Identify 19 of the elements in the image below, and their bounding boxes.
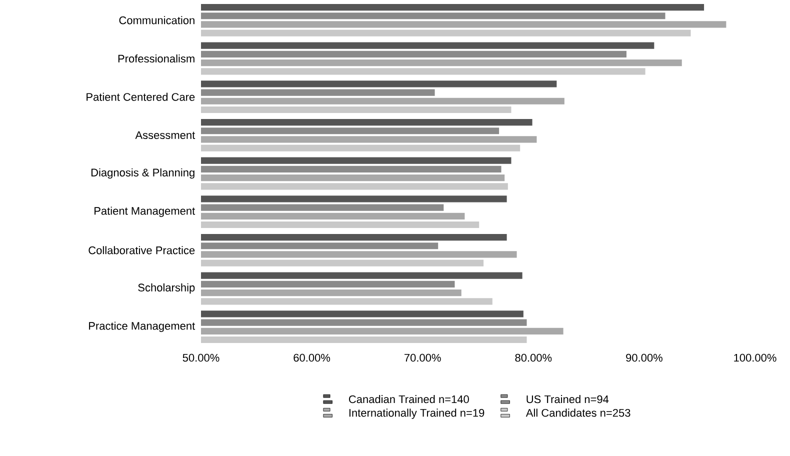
x-tick-label: 80.00% bbox=[515, 354, 552, 362]
y-tick-label: Patient Centered Care bbox=[86, 92, 195, 101]
y-tick-label: Collaborative Practice bbox=[88, 246, 195, 254]
y-tick-label: Assessment bbox=[135, 131, 196, 140]
y-tick-label: Patient Management bbox=[94, 206, 196, 217]
y-tick-label: Communication bbox=[119, 16, 194, 24]
legend-label: Canadian Trained n=140 bbox=[348, 395, 469, 404]
y-tick-label: Scholarship bbox=[138, 283, 195, 294]
x-tick-label: 70.00% bbox=[404, 354, 441, 362]
x-tick-label: 60.00% bbox=[294, 354, 330, 362]
y-tick-label: Diagnosis & Planning bbox=[91, 168, 194, 179]
x-tick-label: 90.00% bbox=[626, 354, 662, 362]
legend-label: All Candidates n=253 bbox=[526, 408, 630, 417]
x-tick-label: 50.00% bbox=[182, 354, 220, 362]
x-tick-label: 100.00% bbox=[734, 354, 776, 362]
y-tick-label: Practice Management bbox=[89, 322, 196, 332]
y-tick-label: Professionalism bbox=[118, 54, 194, 63]
legend-label: US Trained n=94 bbox=[526, 395, 609, 404]
legend-label: Internationally Trained n=19 bbox=[349, 408, 484, 419]
